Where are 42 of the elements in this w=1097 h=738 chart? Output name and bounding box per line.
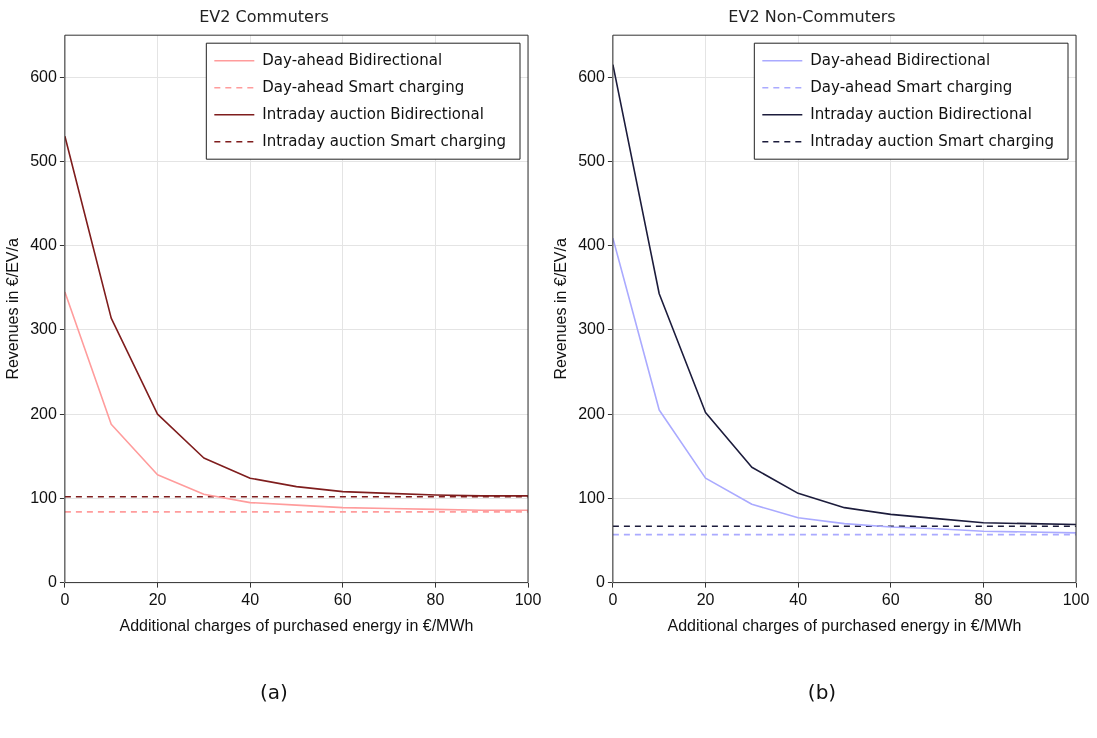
y-tick-label: 400 [30, 236, 57, 254]
y-tick-label: 100 [30, 488, 57, 506]
y-tick-label: 300 [30, 320, 57, 338]
y-tick-label: 0 [595, 573, 605, 591]
y-tick-label: 0 [47, 573, 57, 591]
x-tick-label: 40 [789, 590, 808, 608]
x-tick-label: 60 [333, 590, 352, 608]
x-tick-label: 0 [608, 590, 618, 608]
x-axis-title: Additional charges of purchased energy in €/MWh [119, 616, 474, 634]
y-tick-label: 300 [578, 320, 605, 338]
legend-label: Intraday auction Bidirectional [810, 104, 1032, 123]
x-axis-title: Additional charges of purchased energy in €/MWh [667, 616, 1022, 634]
x-tick-label: 0 [60, 590, 70, 608]
x-tick-label: 100 [514, 590, 542, 608]
y-axis-title: Revenues in €/EV/a [552, 238, 570, 380]
legend-label: Intraday auction Smart charging [810, 131, 1054, 150]
x-tick-label: 80 [974, 590, 993, 608]
x-tick-label: 60 [881, 590, 900, 608]
legend-label: Day-ahead Bidirectional [810, 50, 991, 69]
y-tick-label: 500 [578, 151, 605, 169]
y-tick-label: 400 [578, 236, 605, 254]
y-tick-label: 200 [578, 404, 605, 422]
text: (b) [806, 680, 838, 704]
legend-label: Intraday auction Bidirectional [262, 104, 484, 123]
x-tick-label: 20 [696, 590, 715, 608]
chart-title: EV2 Non-Commuters [728, 6, 896, 26]
y-axis-title: Revenues in €/EV/a [4, 238, 22, 380]
chart-title: EV2 Commuters [199, 6, 329, 26]
legend-label: Day-ahead Bidirectional [262, 50, 443, 69]
x-tick-label: 100 [1062, 590, 1090, 608]
x-tick-label: 20 [148, 590, 167, 608]
y-tick-label: 500 [30, 151, 57, 169]
legend-label: Intraday auction Smart charging [262, 131, 506, 150]
legend-label: Day-ahead Smart charging [262, 77, 465, 96]
text: (a) [259, 680, 289, 704]
y-tick-label: 600 [30, 67, 57, 85]
x-tick-label: 40 [241, 590, 260, 608]
y-tick-label: 200 [30, 404, 57, 422]
legend-label: Day-ahead Smart charging [810, 77, 1013, 96]
x-tick-label: 80 [426, 590, 445, 608]
y-tick-label: 600 [578, 67, 605, 85]
y-tick-label: 100 [578, 488, 605, 506]
